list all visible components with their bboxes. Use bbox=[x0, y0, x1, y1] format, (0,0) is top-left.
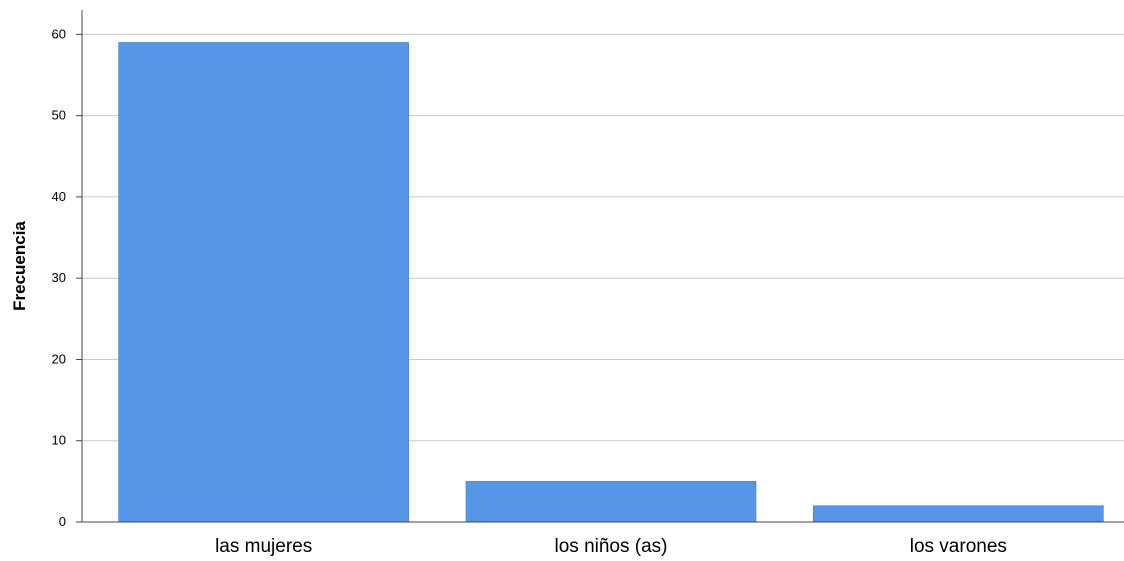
y-tick-labels: 0 10 20 30 40 50 60 bbox=[52, 26, 82, 529]
y-tick-label: 40 bbox=[52, 189, 66, 204]
bars bbox=[118, 42, 1104, 523]
y-axis-title: Frecuencia bbox=[10, 221, 29, 311]
bar-3 bbox=[813, 505, 1104, 523]
bar-2 bbox=[465, 481, 757, 523]
x-tick-label: los niños (as) bbox=[555, 536, 668, 556]
bar-1 bbox=[118, 42, 409, 523]
axes bbox=[81, 10, 1124, 523]
y-tick-label: 10 bbox=[52, 433, 66, 448]
x-tick-label: las mujeres bbox=[215, 536, 312, 556]
y-tick-label: 60 bbox=[52, 26, 66, 41]
y-tick-label: 30 bbox=[52, 270, 66, 285]
y-tick-label: 50 bbox=[52, 108, 66, 123]
y-tick-label: 0 bbox=[59, 514, 66, 529]
x-tick-labels: las mujeres los niños (as) los varones bbox=[215, 536, 1007, 557]
x-tick-label: los varones bbox=[910, 536, 1007, 556]
y-tick-label: 20 bbox=[52, 351, 66, 366]
